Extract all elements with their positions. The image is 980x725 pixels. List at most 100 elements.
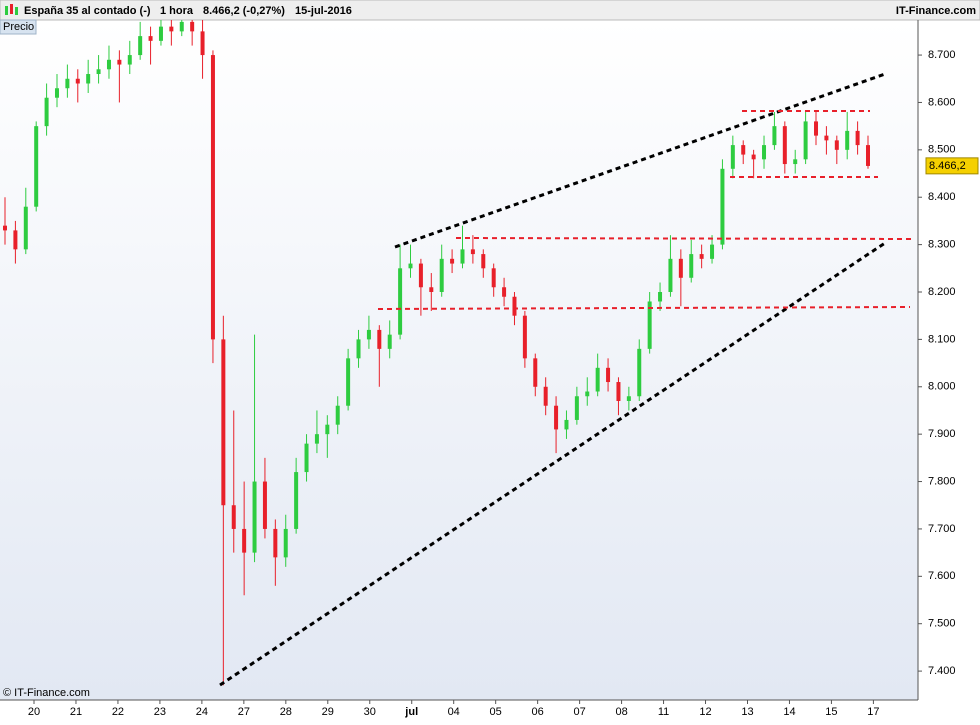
candle-body	[262, 481, 267, 529]
candle-body	[221, 339, 226, 506]
candle-body	[169, 26, 174, 32]
header-date: 15-jul-2016	[295, 5, 352, 17]
candle-body	[689, 254, 694, 278]
x-tick-label: 28	[280, 706, 292, 718]
candle-body	[533, 358, 538, 387]
candle-body	[450, 258, 455, 264]
y-tick-label: 8.500	[928, 144, 956, 156]
header-bar	[0, 0, 980, 21]
candle-body	[824, 135, 829, 141]
y-tick-label: 7.400	[928, 665, 956, 677]
candle-body	[252, 481, 257, 553]
x-tick-label: 11	[658, 706, 669, 718]
candle-body	[200, 31, 205, 56]
candle-body	[231, 505, 236, 529]
x-tick-label: 13	[741, 706, 753, 718]
candle-body	[325, 424, 330, 435]
candle-body	[772, 126, 777, 146]
y-tick-label: 8.400	[928, 191, 956, 203]
candle-body	[637, 348, 642, 397]
y-tick-label: 8.300	[928, 239, 956, 251]
candle-body	[678, 258, 683, 278]
y-tick-label: 7.900	[928, 428, 956, 440]
candle-body	[242, 528, 247, 553]
candle-body	[834, 140, 839, 150]
y-tick-label: 8.700	[928, 49, 956, 61]
candle-body	[564, 419, 569, 430]
candle-body	[117, 59, 122, 65]
candle-body	[96, 69, 101, 75]
candle-body	[210, 55, 215, 340]
x-tick-label: 12	[699, 706, 711, 718]
candle-body	[148, 36, 153, 41]
candle-body	[595, 367, 600, 392]
candle-body	[554, 405, 559, 430]
y-tick-label: 8.000	[928, 381, 956, 393]
candle-body	[439, 258, 444, 292]
candle-body	[356, 339, 361, 359]
candle-body	[190, 21, 195, 32]
x-tick-label: 23	[154, 706, 166, 718]
candle-body	[106, 59, 111, 70]
candle-body	[782, 126, 787, 165]
candle-body	[710, 244, 715, 259]
x-tick-label: 30	[364, 706, 376, 718]
candle-body	[273, 528, 278, 558]
candle-body	[751, 154, 756, 160]
candle-body	[585, 391, 590, 397]
candle-body	[606, 367, 611, 383]
candle-body	[502, 287, 507, 297]
x-tick-label: 05	[490, 706, 502, 718]
header-icon	[5, 4, 18, 15]
y-tick-label: 7.700	[928, 523, 956, 535]
candle-body	[730, 145, 735, 169]
candle-body	[460, 249, 465, 264]
y-tick-label: 8.100	[928, 333, 956, 345]
candle-body	[366, 329, 371, 340]
candle-body	[377, 329, 382, 349]
last-price-label: 8.466,2	[929, 160, 966, 172]
candle-body	[54, 88, 59, 98]
candle-body	[741, 145, 746, 155]
candle-body	[65, 78, 70, 89]
x-tick-label: 07	[573, 706, 585, 718]
last-price-box	[925, 157, 979, 175]
candle-body	[626, 396, 631, 401]
x-tick-label: 27	[238, 706, 250, 718]
instrument: España 35 al contado (-)	[24, 5, 151, 17]
candle-body	[793, 159, 798, 165]
header-price: 8.466,2 (-0,27%)	[203, 5, 285, 17]
candle-body	[346, 358, 351, 406]
candle-body	[658, 292, 663, 302]
candle-body	[470, 249, 475, 255]
x-tick-label: 29	[322, 706, 334, 718]
candle-body	[86, 74, 91, 84]
candle-body	[481, 254, 486, 269]
x-tick-label: 14	[783, 706, 795, 718]
x-tick-label: jul	[404, 706, 418, 718]
candle-body	[44, 97, 49, 127]
candle-body	[699, 254, 704, 259]
candle-body	[616, 382, 621, 401]
x-tick-label: 15	[825, 706, 837, 718]
candle-body	[512, 296, 517, 316]
candle-body	[803, 121, 808, 160]
candle-body	[138, 36, 143, 56]
x-tick-label: 21	[70, 706, 82, 718]
plot-area	[0, 20, 918, 700]
candle-body	[647, 301, 652, 349]
y-tick-label: 7.800	[928, 475, 956, 487]
candle-body	[75, 78, 80, 84]
candle-body	[491, 268, 496, 288]
x-tick-label: 24	[196, 706, 208, 718]
candle-body	[398, 268, 403, 335]
panel-label: Precio	[3, 21, 34, 33]
candle-body	[294, 472, 299, 529]
candle-body	[408, 263, 413, 269]
candle-body	[335, 405, 340, 425]
candle-body	[814, 121, 819, 136]
candle-body	[314, 434, 319, 444]
candle-body	[522, 315, 527, 359]
x-tick-label: 20	[28, 706, 40, 718]
